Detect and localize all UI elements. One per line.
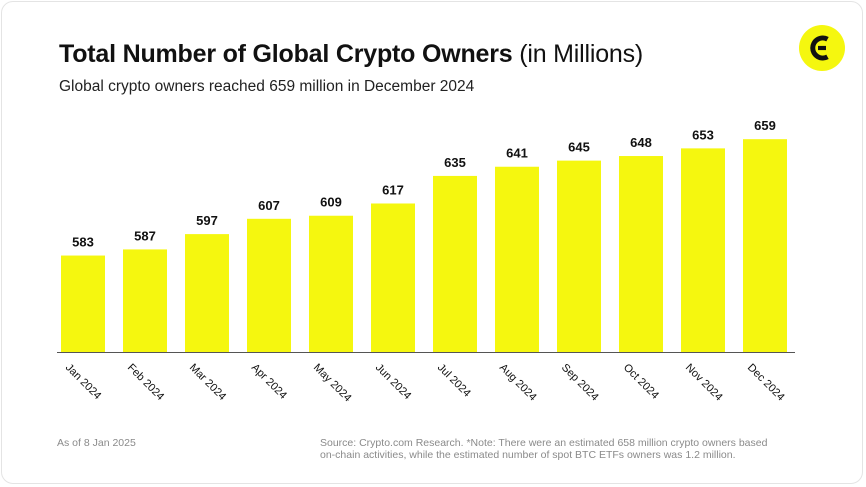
data-label: 607 — [258, 198, 280, 213]
x-tick-label: Sep 2024 — [559, 362, 601, 404]
chart-subtitle: Global crypto owners reached 659 million… — [59, 78, 475, 95]
bar-aug-2024 — [495, 166, 539, 352]
bar-apr-2024 — [247, 218, 291, 352]
x-tick-label: Apr 2024 — [249, 362, 289, 402]
x-tick-label: Jan 2024 — [63, 362, 103, 402]
data-label: 617 — [382, 182, 404, 197]
bar-sep-2024 — [557, 160, 601, 352]
data-label: 587 — [134, 228, 156, 243]
source-note-line-2: on-chain activities, while the estimated… — [320, 449, 736, 461]
data-label: 583 — [72, 235, 94, 250]
x-tick-label: Feb 2024 — [125, 362, 166, 403]
bar-nov-2024 — [681, 148, 725, 352]
x-tick-label: Jul 2024 — [435, 362, 473, 400]
source-note-line-1: Source: Crypto.com Research. *Note: Ther… — [320, 437, 768, 449]
x-tick-label: Nov 2024 — [683, 362, 725, 404]
x-tick-label: Mar 2024 — [187, 362, 228, 403]
data-label: 648 — [630, 135, 652, 150]
x-tick-label: May 2024 — [311, 362, 354, 405]
data-label: 609 — [320, 195, 342, 210]
data-label: 653 — [692, 127, 714, 142]
chart-title: Total Number of Global Crypto Owners (in… — [59, 40, 643, 69]
chart-title-unit: (in Millions) — [519, 40, 644, 68]
source-note: Source: Crypto.com Research. *Note: Ther… — [320, 437, 800, 461]
data-label: 635 — [444, 155, 466, 170]
data-label: 597 — [196, 213, 218, 228]
bar-oct-2024 — [619, 156, 663, 352]
data-label: 659 — [754, 118, 776, 133]
bar-feb-2024 — [123, 249, 167, 352]
x-tick-label: Aug 2024 — [497, 362, 539, 404]
bar-jul-2024 — [433, 175, 477, 352]
x-tick-label: Jun 2024 — [373, 362, 413, 402]
bar-may-2024 — [309, 215, 353, 352]
as-of-date: As of 8 Jan 2025 — [57, 437, 136, 449]
chart-title-main: Total Number of Global Crypto Owners — [59, 40, 513, 68]
bar-jan-2024 — [61, 255, 105, 352]
data-label: 641 — [506, 146, 528, 161]
bar-jun-2024 — [371, 203, 415, 352]
data-label: 645 — [568, 140, 590, 155]
bar-dec-2024 — [743, 139, 787, 352]
bar-mar-2024 — [185, 234, 229, 352]
x-tick-label: Dec 2024 — [745, 362, 787, 404]
crypto-com-research-logo-icon — [799, 25, 845, 71]
x-tick-label: Oct 2024 — [621, 362, 661, 402]
